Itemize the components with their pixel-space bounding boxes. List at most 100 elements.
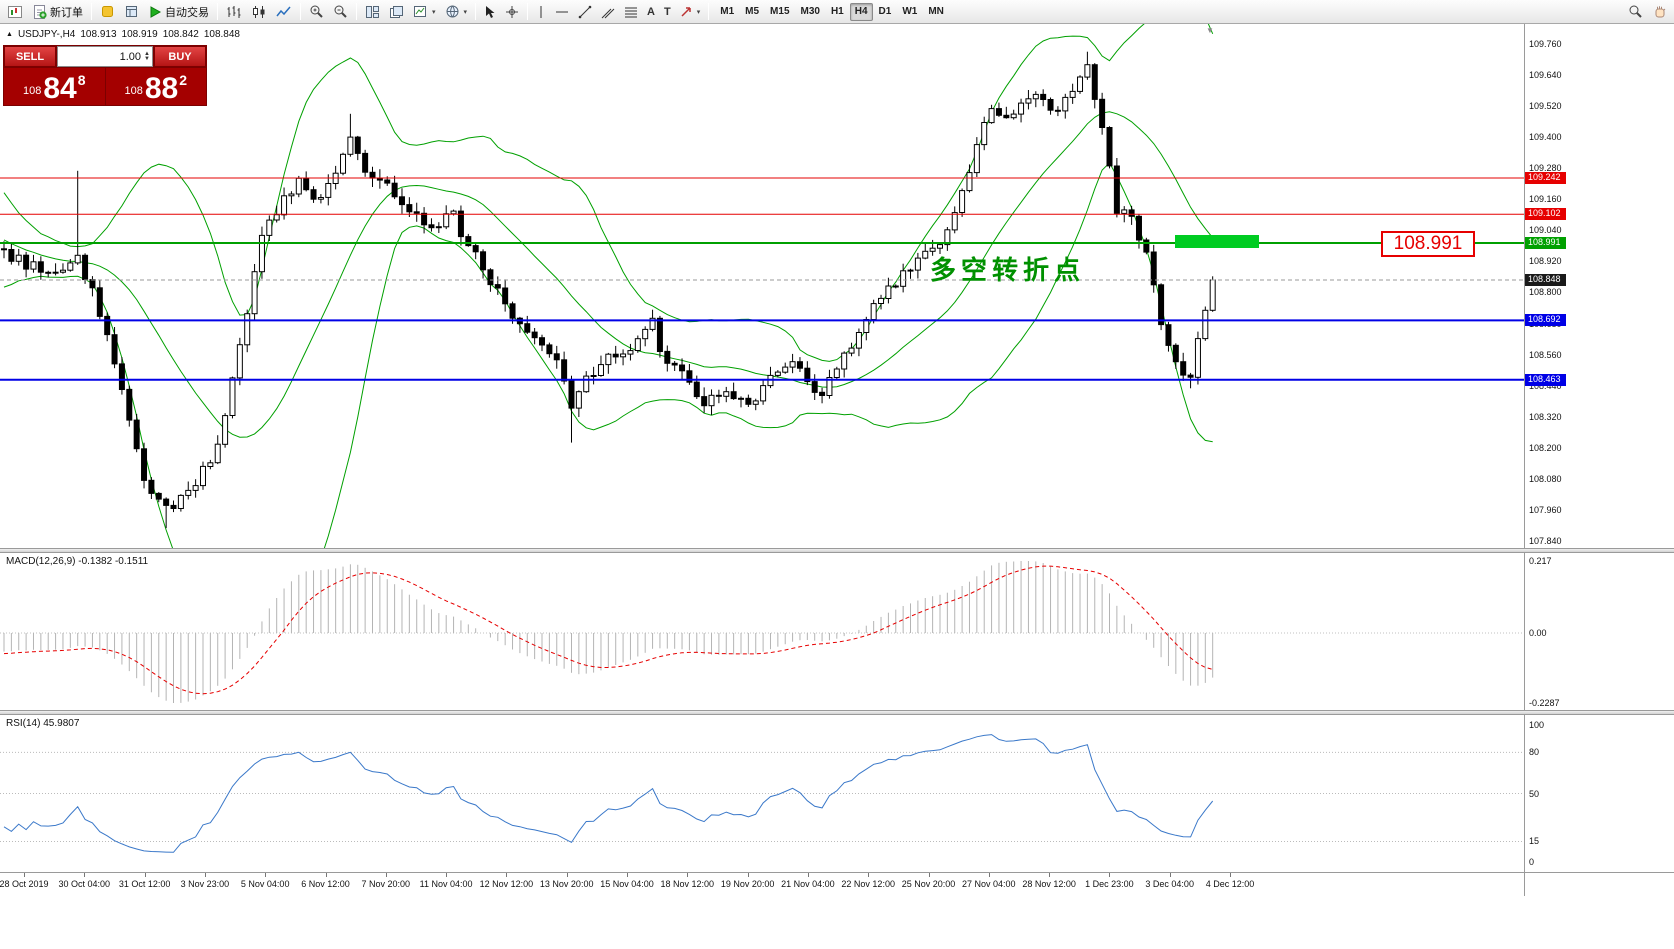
timeframe-M15[interactable]: M15 (765, 3, 794, 21)
search-icon[interactable] (1624, 2, 1647, 22)
pan-hand-icon[interactable] (1648, 2, 1671, 22)
price-chart-panel[interactable]: 109.760 109.640 109.520 109.400 109.280 109.1… (0, 24, 1674, 548)
buy-price-big: 88 (144, 72, 179, 105)
new-chart-dropdown[interactable]: ▾ (409, 2, 440, 22)
price-tick-label: 107.960 (1529, 504, 1562, 515)
time-tick-mark (204, 873, 206, 877)
time-tick-mark (265, 873, 267, 877)
line-chart-icon[interactable] (272, 2, 296, 22)
toolbar-separator (91, 3, 92, 20)
arrows-dropdown[interactable]: ▾ (676, 2, 705, 22)
channel-tool-icon[interactable] (597, 2, 619, 22)
sell-price[interactable]: 108 84 8 (4, 68, 105, 105)
zoom-out-icon[interactable] (329, 2, 352, 22)
cascade-windows-icon[interactable] (385, 2, 408, 22)
rsi-tick-label: 80 (1529, 747, 1540, 758)
volume-down-button[interactable]: ▼ (144, 55, 150, 62)
rsi-panel[interactable]: 100 80 50 15 0 RSI(14) 45.9807 (0, 715, 1674, 872)
time-tick-label: 3 Dec 04:00 (1145, 879, 1194, 889)
crosshair-icon[interactable] (501, 2, 523, 22)
time-tick-mark (807, 873, 809, 877)
toolbar-separator (708, 3, 710, 20)
new-order-button[interactable]: 新订单 (28, 2, 87, 22)
time-tick-mark (988, 873, 990, 877)
rsi-label: RSI(14) 45.9807 (6, 718, 80, 729)
turning-point-annotation[interactable]: 多空转折点 (930, 255, 1086, 285)
ohlc-open: 108.913 (80, 29, 117, 40)
profiles-dropdown[interactable]: ▾ (441, 2, 472, 22)
price-level-tag: 108.991 (1525, 237, 1566, 250)
symbol-info: ▲ USDJPY-,H4 108.913 108.919 108.842 108… (6, 29, 240, 40)
cursor-icon[interactable] (480, 2, 500, 22)
time-tick-label: 18 Nov 12:00 (660, 879, 715, 889)
vertical-line-tool-icon[interactable] (532, 2, 550, 22)
timeframe-H1[interactable]: H1 (826, 3, 849, 21)
time-tick-mark (868, 873, 870, 877)
time-tick-label: 12 Nov 12:00 (479, 879, 534, 889)
time-tick-label: 7 Nov 20:00 (361, 879, 411, 889)
timeframe-MN[interactable]: MN (923, 3, 949, 21)
panel-separator[interactable] (0, 548, 1674, 553)
price-tick-label: 108.560 (1529, 349, 1562, 360)
auto-trading-label: 自动交易 (165, 6, 209, 19)
panel-separator[interactable] (0, 710, 1674, 715)
candlestick-chart-icon[interactable] (247, 2, 271, 22)
highlight-rectangle[interactable] (1175, 235, 1259, 248)
time-tick-mark (1109, 873, 1111, 877)
timeframe-toolbar: M1 M5 M15 M30 H1 H4 D1 W1 MN (715, 2, 949, 21)
rsi-tick-label: 15 (1529, 836, 1540, 847)
sell-price-big: 84 (43, 72, 77, 105)
volume-up-button[interactable]: ▲ (144, 50, 150, 57)
macd-canvas[interactable] (0, 553, 1524, 710)
bar-chart-icon[interactable] (222, 2, 246, 22)
chart-shift-marker[interactable]: ▼ (1206, 26, 1214, 35)
price-callout[interactable]: 108.991 (1381, 231, 1475, 257)
price-tick-label: 109.400 (1529, 132, 1562, 143)
toolbar-separator (527, 3, 529, 20)
time-tick-label: 5 Nov 04:00 (240, 879, 290, 889)
trendline-tool-icon[interactable] (574, 2, 596, 22)
fibonacci-tool-icon[interactable] (620, 2, 642, 22)
timeframe-W1[interactable]: W1 (897, 3, 922, 21)
price-tick-label: 109.640 (1529, 70, 1562, 80)
tile-windows-icon[interactable] (361, 2, 384, 22)
horizontal-line-tool-icon[interactable] (551, 2, 573, 22)
volume-value[interactable]: 1.00 (119, 50, 142, 63)
price-tick-label: 109.160 (1529, 194, 1562, 205)
timeframe-M5[interactable]: M5 (740, 3, 764, 21)
text-tool-icon[interactable]: A (647, 5, 655, 18)
timeframe-H4[interactable]: H4 (849, 2, 873, 21)
buy-price[interactable]: 108 88 2 (105, 68, 206, 105)
timeframe-D1[interactable]: D1 (874, 3, 897, 21)
collapse-arrow-icon[interactable]: ▲ (6, 31, 13, 38)
toolbar-separator (475, 3, 477, 20)
data-window-icon[interactable] (120, 2, 143, 22)
buy-button[interactable]: BUY (154, 46, 206, 67)
time-tick-mark (385, 873, 387, 877)
price-tick-label: 109.040 (1529, 225, 1562, 236)
price-axis[interactable]: 109.760 109.640 109.520 109.400 109.280 109.1… (1524, 24, 1674, 548)
axis-border (1524, 873, 1525, 896)
price-chart-canvas[interactable] (0, 24, 1524, 548)
label-tool-icon[interactable]: T (663, 5, 671, 18)
ohlc-low: 108.842 (162, 29, 199, 40)
macd-panel[interactable]: 0.217 0.00 -0.2287 MACD(12,26,9) -0.1382 -… (0, 553, 1674, 710)
time-tick-mark (1230, 873, 1231, 877)
time-axis[interactable]: 28 Oct 2019 30 Oct 04:00 31 Oct 12:00 3 Nov… (0, 872, 1674, 896)
chart-icon[interactable] (3, 2, 27, 22)
macd-tick-label: 0.00 (1529, 628, 1547, 638)
auto-trading-button[interactable]: 自动交易 (144, 2, 213, 22)
time-tick-label: 22 Nov 12:00 (841, 879, 895, 889)
mql5-icon[interactable] (96, 2, 119, 22)
sell-button[interactable]: SELL (4, 46, 56, 67)
rsi-canvas[interactable] (0, 715, 1524, 872)
price-tick-label: 108.920 (1529, 256, 1562, 267)
zoom-in-icon[interactable] (305, 2, 328, 22)
price-level-tag: 109.242 (1525, 172, 1566, 185)
time-tick-label: 30 Oct 04:00 (58, 879, 111, 889)
volume-input[interactable]: 1.00 ▲ ▼ (57, 46, 153, 67)
timeframe-M1[interactable]: M1 (715, 3, 739, 21)
macd-tick-label: -0.2287 (1529, 698, 1560, 708)
timeframe-M30[interactable]: M30 (796, 3, 825, 21)
